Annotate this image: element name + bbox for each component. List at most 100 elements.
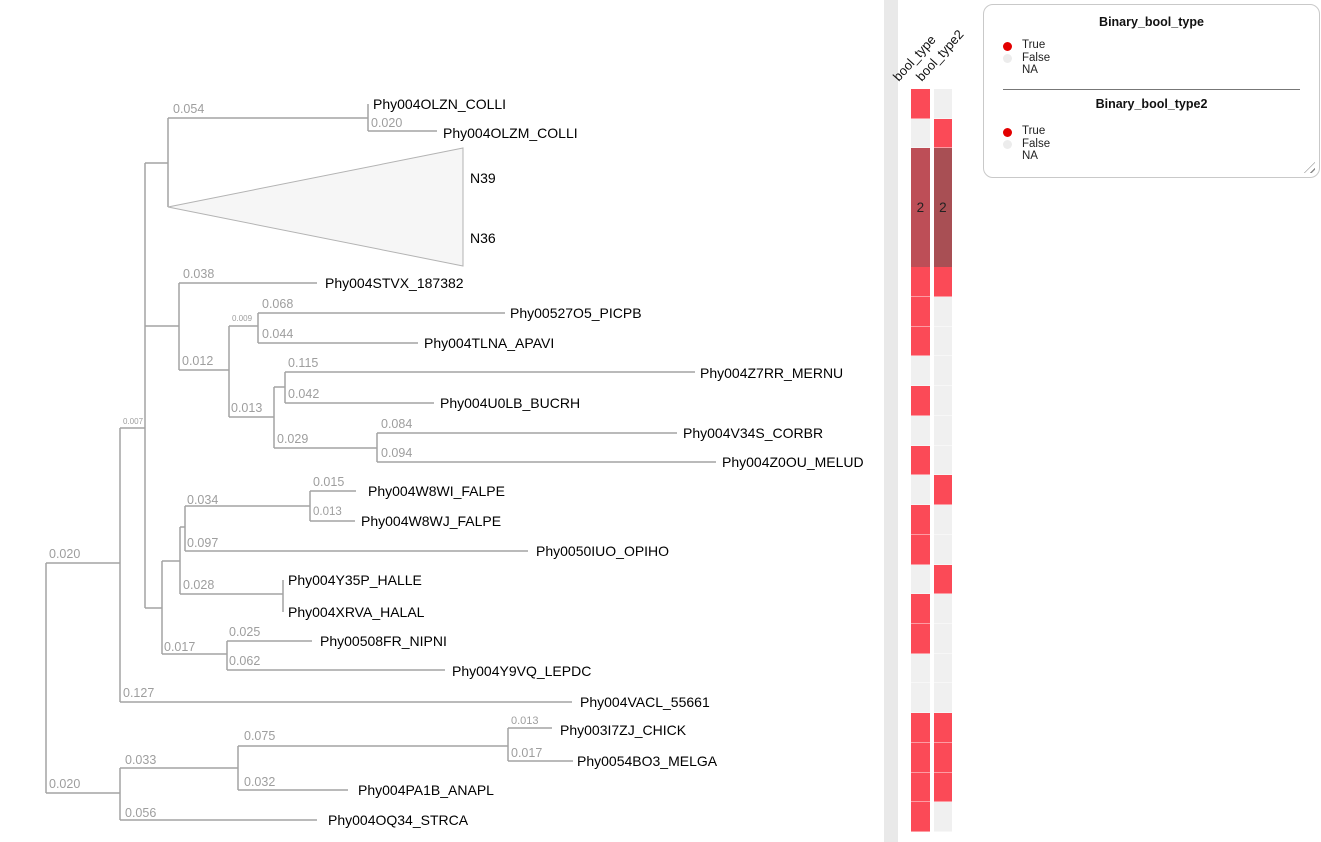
leaf-label[interactable]: Phy004Z0OU_MELUD — [722, 454, 864, 470]
collapsed-clade-label[interactable]: N39 — [470, 170, 496, 186]
heatmap-cell[interactable] — [933, 505, 953, 535]
heatmap-cell[interactable] — [933, 118, 953, 149]
heatmap-cell[interactable] — [911, 594, 930, 624]
heatmap-cell[interactable] — [933, 683, 953, 714]
heatmap-cell[interactable] — [933, 326, 953, 357]
heatmap-cell[interactable] — [911, 772, 930, 803]
heatmap-cell[interactable] — [911, 89, 930, 119]
leaf-label[interactable]: Phy004OLZN_COLLI — [373, 96, 507, 112]
heatmap-cell[interactable] — [911, 534, 930, 565]
leaf-label[interactable]: Phy0054BO3_MELGA — [577, 753, 718, 769]
heatmap-cell[interactable] — [911, 742, 930, 773]
heatmap-cell[interactable] — [911, 326, 930, 357]
leaf-label[interactable]: Phy004OQ34_STRCA — [328, 812, 469, 828]
heatmap-cell[interactable] — [933, 713, 953, 743]
heatmap-cell[interactable] — [911, 623, 930, 654]
legend-item: NA — [1003, 151, 1038, 163]
heatmap-cell[interactable] — [933, 297, 953, 327]
branch-length-label: 0.025 — [229, 625, 261, 639]
heatmap-cell[interactable] — [911, 475, 930, 506]
heatmap-cell[interactable] — [911, 386, 930, 416]
heatmap-cell[interactable] — [911, 445, 930, 476]
heatmap-cell[interactable] — [911, 118, 930, 149]
heatmap-cell[interactable] — [911, 802, 930, 832]
leaf-label[interactable]: Phy00508FR_NIPNI — [320, 633, 447, 649]
heatmap-cell[interactable] — [933, 267, 953, 298]
heatmap-cell[interactable] — [933, 356, 953, 387]
legend-resize-handle[interactable] — [1304, 162, 1315, 173]
legend-color-dot — [1003, 67, 1012, 76]
heatmap-cell[interactable] — [933, 802, 953, 832]
branch-length-label: 0.009 — [232, 314, 253, 323]
heatmap-cell[interactable] — [933, 445, 953, 476]
legend-item-label: False — [1022, 51, 1051, 64]
legend-item-label: NA — [1022, 150, 1038, 163]
leaf-label[interactable]: Phy00527O5_PICPB — [510, 305, 642, 321]
leaf-label[interactable]: Phy004PA1B_ANAPL — [358, 782, 494, 798]
branch-length-label: 0.032 — [244, 775, 276, 789]
branch-length-label: 0.029 — [277, 432, 309, 446]
heatmap-cell[interactable] — [933, 742, 953, 773]
branch-length-label: 0.075 — [244, 729, 276, 743]
legend-color-dot — [1003, 41, 1012, 51]
heatmap-cell[interactable] — [933, 594, 953, 624]
legend-color-dot — [1003, 140, 1012, 149]
heatmap-cell[interactable] — [911, 683, 930, 714]
heatmap-cell[interactable] — [911, 713, 930, 743]
heatmap-cell[interactable] — [933, 653, 953, 684]
branch-length-label: 0.020 — [49, 547, 81, 561]
leaf-label[interactable]: Phy004Y35P_HALLE — [288, 572, 422, 588]
leaf-label[interactable]: Phy004OLZM_COLLI — [443, 125, 578, 141]
heatmap-cell[interactable] — [933, 386, 953, 416]
leaf-label[interactable]: Phy0050IUO_OPIHO — [536, 543, 670, 559]
leaf-label[interactable]: Phy004Z7RR_MERNU — [700, 365, 844, 381]
collapsed-count-label: 2 — [939, 200, 947, 216]
branch-length-label: 0.127 — [123, 686, 155, 700]
collapsed-clade-label[interactable]: N36 — [470, 230, 496, 246]
heatmap-cell[interactable] — [911, 297, 930, 327]
leaf-label[interactable]: Phy004W8WJ_FALPE — [361, 513, 502, 529]
heatmap-cell[interactable] — [911, 505, 930, 535]
heatmap-collapsed-cell[interactable]: 2 — [911, 148, 930, 268]
branch-length-label: 0.042 — [288, 387, 320, 401]
leaf-label[interactable]: Phy004U0LB_BUCRH — [440, 395, 581, 411]
branch-length-label: 0.054 — [173, 102, 205, 116]
heatmap-cell[interactable] — [933, 772, 953, 803]
branch-length-label: 0.044 — [262, 327, 294, 341]
leaf-label[interactable]: Phy004Y9VQ_LEPDC — [452, 663, 592, 679]
branch-length-label: 0.084 — [381, 417, 413, 431]
leaf-label[interactable]: Phy004TLNA_APAVI — [424, 335, 555, 351]
branch-length-label: 0.013 — [511, 715, 539, 727]
heatmap-cell[interactable] — [911, 415, 930, 446]
legend-item: True — [1003, 126, 1045, 138]
collapsed-clade-triangle[interactable] — [167, 147, 464, 267]
leaf-label[interactable]: Phy004VACL_55661 — [580, 694, 710, 710]
leaf-label[interactable]: Phy004XRVA_HALAL — [288, 604, 425, 620]
heatmap-cell[interactable] — [933, 534, 953, 565]
leaf-label[interactable]: Phy004W8WI_FALPE — [368, 483, 505, 499]
heatmap-cell[interactable] — [911, 356, 930, 387]
branch-length-label: 0.033 — [125, 753, 157, 767]
branch-length-label: 0.068 — [262, 297, 294, 311]
legend-section-title: Binary_bool_type2 — [1095, 97, 1208, 111]
branch-length-label: 0.094 — [381, 446, 413, 460]
legend-item: NA — [1003, 65, 1038, 77]
leaf-label[interactable]: Phy003I7ZJ_CHICK — [560, 722, 687, 738]
heatmap-cell[interactable] — [933, 415, 953, 446]
legend-color-dot — [1003, 54, 1012, 63]
heatmap-cell[interactable] — [911, 564, 930, 595]
collapsed-count-label: 2 — [916, 200, 925, 216]
heatmap-cell[interactable] — [933, 623, 953, 654]
heatmap-cell[interactable] — [933, 564, 953, 595]
heatmap-collapsed-cell[interactable]: 2 — [933, 148, 953, 268]
branch-length-label: 0.034 — [187, 493, 219, 507]
branch-length-label: 0.062 — [229, 654, 261, 668]
heatmap-cell[interactable] — [933, 89, 953, 119]
leaf-label[interactable]: Phy004V34S_CORBR — [683, 425, 824, 441]
heatmap-cell[interactable] — [911, 653, 930, 684]
heatmap-cell[interactable] — [933, 475, 953, 506]
legend-section-title: Binary_bool_type — [1099, 15, 1204, 29]
heatmap-cell[interactable] — [911, 267, 930, 298]
leaf-label[interactable]: Phy004STVX_187382 — [325, 275, 464, 291]
